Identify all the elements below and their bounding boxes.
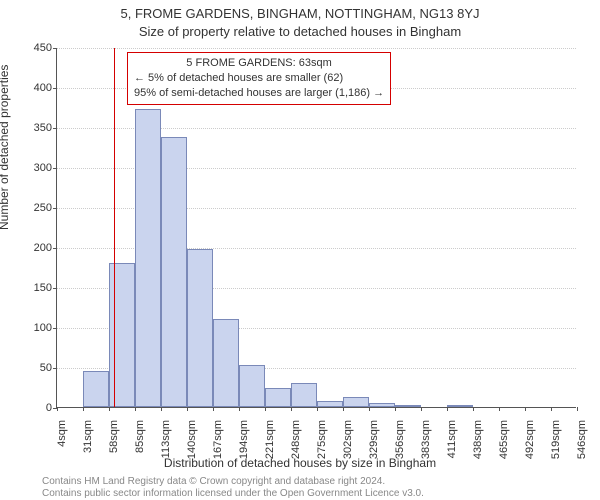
x-tick-label: 492sqm: [522, 414, 536, 459]
x-tick-label: 140sqm: [184, 414, 198, 459]
histogram-bar: [291, 383, 317, 407]
x-tick-label: 4sqm: [54, 414, 68, 447]
y-tick-label: 50: [40, 362, 57, 374]
info-box-line: ← 5% of detached houses are smaller (62): [134, 71, 384, 86]
histogram-bar: [317, 401, 343, 407]
x-tick-label: 411sqm: [444, 414, 458, 458]
marker-info-box: 5 FROME GARDENS: 63sqm← 5% of detached h…: [127, 52, 391, 105]
x-tick-mark: [57, 407, 58, 411]
info-box-line: 5 FROME GARDENS: 63sqm: [134, 56, 384, 71]
x-tick-mark: [83, 407, 84, 411]
histogram-bar: [213, 319, 239, 407]
footer-line-2: Contains public sector information licen…: [42, 488, 424, 499]
x-tick-mark: [265, 407, 266, 411]
y-tick-label: 400: [34, 82, 57, 94]
x-tick-mark: [447, 407, 448, 411]
x-tick-label: 221sqm: [262, 414, 276, 459]
x-tick-label: 248sqm: [288, 414, 302, 459]
x-tick-label: 302sqm: [340, 414, 354, 459]
histogram-bar: [239, 365, 265, 407]
marker-line: [114, 48, 115, 407]
y-tick-label: 0: [46, 402, 57, 414]
histogram-bar: [265, 388, 291, 407]
x-tick-mark: [135, 407, 136, 411]
x-tick-mark: [291, 407, 292, 411]
x-tick-label: 329sqm: [366, 414, 380, 459]
x-tick-label: 519sqm: [548, 414, 562, 459]
chart-title-main: 5, FROME GARDENS, BINGHAM, NOTTINGHAM, N…: [0, 6, 600, 21]
x-tick-label: 438sqm: [470, 414, 484, 459]
x-tick-mark: [551, 407, 552, 411]
chart-title-sub: Size of property relative to detached ho…: [0, 24, 600, 39]
info-box-line: 95% of semi-detached houses are larger (…: [134, 86, 384, 101]
x-tick-mark: [109, 407, 110, 411]
y-tick-label: 200: [34, 242, 57, 254]
y-tick-label: 250: [34, 202, 57, 214]
y-tick-label: 150: [34, 282, 57, 294]
histogram-bar: [187, 249, 213, 407]
x-tick-mark: [213, 407, 214, 411]
histogram-bar: [369, 403, 395, 407]
y-tick-label: 350: [34, 122, 57, 134]
x-tick-mark: [317, 407, 318, 411]
x-tick-label: 58sqm: [106, 414, 120, 453]
y-tick-label: 300: [34, 162, 57, 174]
histogram-bar: [83, 371, 109, 407]
x-tick-mark: [369, 407, 370, 411]
x-tick-label: 383sqm: [418, 414, 432, 459]
y-axis-label: Number of detached properties: [0, 65, 11, 230]
y-tick-label: 100: [34, 322, 57, 334]
x-tick-label: 194sqm: [236, 414, 250, 459]
x-tick-mark: [499, 407, 500, 411]
x-tick-label: 465sqm: [496, 414, 510, 459]
x-tick-mark: [525, 407, 526, 411]
histogram-bar: [161, 137, 187, 407]
grid-line: [57, 48, 576, 49]
histogram-bar: [135, 109, 161, 407]
x-tick-mark: [239, 407, 240, 411]
x-tick-mark: [421, 407, 422, 411]
y-tick-label: 450: [34, 42, 57, 54]
x-axis-label: Distribution of detached houses by size …: [0, 456, 600, 470]
histogram-bar: [447, 405, 473, 407]
x-tick-mark: [577, 407, 578, 411]
x-tick-label: 546sqm: [574, 414, 588, 459]
x-tick-label: 167sqm: [210, 414, 224, 459]
plot-area: 0501001502002503003504004504sqm31sqm58sq…: [56, 48, 576, 408]
histogram-bar: [395, 405, 421, 407]
histogram-bar: [343, 397, 369, 407]
x-tick-label: 356sqm: [392, 414, 406, 459]
x-tick-label: 113sqm: [158, 414, 172, 458]
x-tick-mark: [161, 407, 162, 411]
x-tick-label: 275sqm: [314, 414, 328, 459]
x-tick-label: 85sqm: [132, 414, 146, 453]
x-tick-label: 31sqm: [80, 414, 94, 453]
chart-container: 5, FROME GARDENS, BINGHAM, NOTTINGHAM, N…: [0, 0, 600, 500]
x-tick-mark: [343, 407, 344, 411]
x-tick-mark: [395, 407, 396, 411]
x-tick-mark: [473, 407, 474, 411]
footer-line-1: Contains HM Land Registry data © Crown c…: [42, 476, 385, 487]
x-tick-mark: [187, 407, 188, 411]
